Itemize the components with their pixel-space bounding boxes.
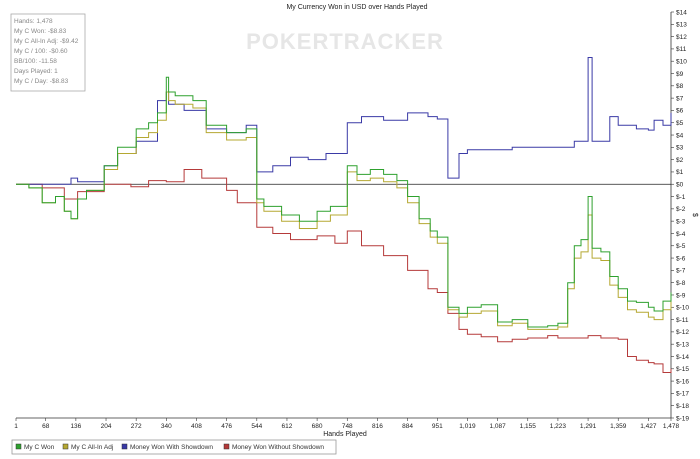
watermark-logo: POKERTRACKER — [246, 29, 444, 54]
y-tick-label: $-19 — [676, 415, 689, 422]
y-tick-label: $-14 — [676, 354, 689, 361]
y-tick-label: $14 — [676, 9, 687, 16]
y-tick-label: $12 — [676, 34, 687, 41]
stat-per-day: My C / Day: -$8.83 — [14, 78, 69, 85]
series-lines — [16, 57, 672, 373]
x-tick-label: 1,087 — [489, 423, 506, 430]
y-tick-label: $0 — [676, 182, 684, 189]
y-tick-label: $8 — [676, 83, 684, 90]
y-tick-label: $-2 — [676, 206, 686, 213]
x-tick-label: 476 — [221, 423, 232, 430]
y-tick-label: $-8 — [676, 280, 686, 287]
chart-title: My Currency Won in USD over Hands Played — [286, 4, 427, 11]
x-tick-label: 612 — [282, 423, 293, 430]
y-tick-label: $-12 — [676, 329, 689, 336]
y-tick-label: $5 — [676, 120, 684, 127]
y-tick-label: $10 — [676, 59, 687, 66]
y-tick-label: $-15 — [676, 366, 689, 373]
legend-label-without-showdown: Money Won Without Showdown — [232, 444, 324, 451]
y-tick-label: $-10 — [676, 305, 689, 312]
y-tick-label: $-5 — [676, 243, 686, 250]
series-line-my-c-won — [16, 76, 672, 328]
x-tick-label: 272 — [131, 423, 142, 430]
series-line-with-showdown — [16, 57, 672, 185]
y-tick-label: $-18 — [676, 403, 689, 410]
x-tick-label: 340 — [161, 423, 172, 430]
y-tick-label: $-9 — [676, 292, 686, 299]
y-tick-label: $2 — [676, 157, 684, 164]
x-tick-label: 1,155 — [520, 423, 537, 430]
stat-hands: Hands: 1,478 — [14, 18, 53, 25]
x-axis-label: Hands Played — [323, 431, 367, 438]
x-tick-label: 544 — [251, 423, 262, 430]
legend-swatch-with-showdown — [121, 443, 128, 450]
x-tick-label: 1,478 — [663, 423, 680, 430]
x-tick-label: 204 — [101, 423, 112, 430]
y-tick-label: $-6 — [676, 255, 686, 262]
stat-days-played: Days Played: 1 — [14, 68, 58, 75]
y-tick-label: $-16 — [676, 378, 689, 385]
legend-label-my-c-won: My C Won — [24, 444, 55, 451]
y-tick-label: $-11 — [676, 317, 689, 324]
y-tick-label: $-3 — [676, 218, 686, 225]
x-tick-label: 1 — [14, 423, 18, 430]
y-tick-label: $7 — [676, 95, 684, 102]
legend-swatch-my-c-won — [15, 443, 22, 450]
x-tick-label: 748 — [342, 423, 353, 430]
x-tick-label: 1,359 — [610, 423, 627, 430]
y-tick-label: $1 — [676, 169, 684, 176]
x-tick-label: 68 — [42, 423, 50, 430]
x-tick-label: 816 — [372, 423, 383, 430]
stats-box-frame — [10, 13, 86, 92]
y-tick-label: $4 — [676, 132, 684, 139]
y-tick-label: $-13 — [676, 341, 689, 348]
stat-won: My C Won: -$8.83 — [14, 28, 67, 35]
legend-swatch-without-showdown — [223, 443, 230, 450]
x-tick-label: 680 — [312, 423, 323, 430]
legend: My C Won My C All-In Adj Money Won With … — [11, 439, 337, 455]
x-tick-label: 1,291 — [580, 423, 597, 430]
x-tick-label: 1,019 — [459, 423, 476, 430]
y-tick-label: $3 — [676, 145, 684, 152]
x-tick-label: 136 — [70, 423, 81, 430]
x-tick-label: 1,223 — [550, 423, 567, 430]
stat-per-100: My C / 100: -$0.60 — [14, 48, 68, 55]
legend-label-my-c-all-in-adj: My C All-In Adj — [71, 444, 113, 451]
x-tick-label: 884 — [402, 423, 413, 430]
x-tick-label: 951 — [432, 423, 443, 430]
stat-bb-per-100: BB/100: -11.58 — [14, 58, 57, 65]
x-tick-label: 1,427 — [640, 423, 657, 430]
y-tick-label: $-1 — [676, 194, 686, 201]
y-tick-label: $-7 — [676, 268, 686, 275]
y-tick-label: $-17 — [676, 391, 689, 398]
y-tick-label: $-4 — [676, 231, 686, 238]
series-line-without-showdown — [16, 169, 672, 373]
legend-swatch-my-c-all-in-adj — [62, 443, 69, 450]
y-axis-label: $ — [691, 213, 698, 217]
y-tick-label: $13 — [676, 22, 687, 29]
x-axis-ticks: 1 68 136 204 272 340 408 476 544 612 680 748 816 884 9… — [14, 418, 680, 430]
y-tick-label: $9 — [676, 71, 684, 78]
legend-label-with-showdown: Money Won With Showdown — [130, 444, 213, 451]
x-tick-label: 408 — [191, 423, 202, 430]
y-tick-label: $11 — [676, 46, 687, 53]
y-axis-ticks: $14 $13 $12 $11 $10 $9 $8 $7 $6 $5 $4 $3 $2 $1 $0 $-1 $-… — [671, 9, 689, 422]
legend-frame — [11, 439, 337, 455]
stat-allin-adj: My C All-In Adj: -$9.42 — [14, 38, 79, 45]
y-tick-label: $6 — [676, 108, 684, 115]
stats-box: Hands: 1,478 My C Won: -$8.83 My C All-I… — [10, 13, 86, 92]
